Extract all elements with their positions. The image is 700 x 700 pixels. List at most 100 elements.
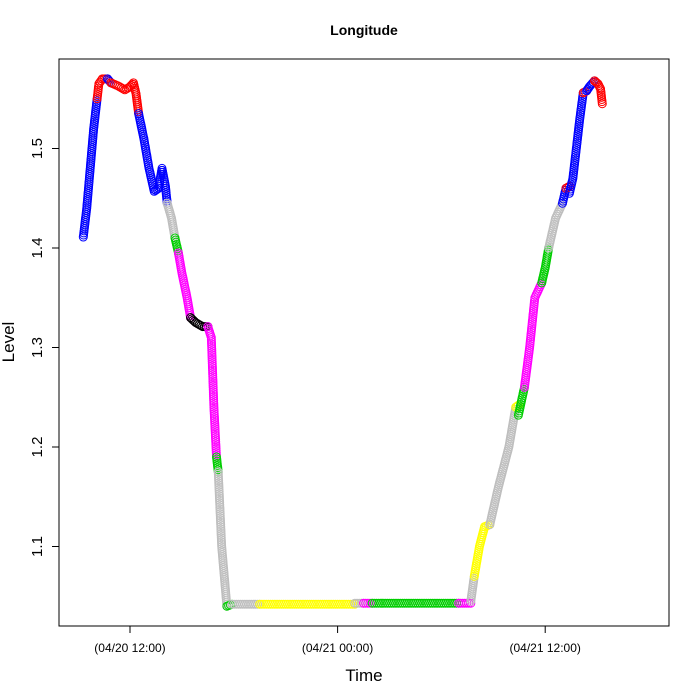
data-point — [436, 598, 446, 608]
data-point — [367, 598, 377, 608]
series-red — [106, 78, 144, 119]
data-point — [341, 599, 351, 609]
data-point — [389, 598, 399, 608]
data-point — [311, 599, 321, 609]
x-axis-label: Time — [345, 666, 382, 685]
data-point — [439, 598, 449, 608]
y-tick-label: 1.5 — [29, 138, 46, 159]
data-point — [350, 598, 360, 608]
series-gray — [213, 467, 232, 611]
data-point — [270, 599, 280, 609]
data-point — [287, 599, 297, 609]
data-point — [423, 598, 433, 608]
y-tick-label: 1.1 — [29, 536, 46, 557]
data-points — [78, 74, 607, 611]
y-axis-label: Level — [0, 322, 18, 363]
series-blue — [134, 109, 172, 208]
data-point — [343, 599, 353, 609]
data-point — [597, 99, 607, 109]
data-point — [233, 599, 243, 609]
data-point — [118, 84, 128, 94]
series-gray — [485, 402, 521, 530]
series-magenta — [203, 322, 221, 462]
data-point — [447, 598, 457, 608]
data-point — [391, 598, 401, 608]
data-point — [229, 599, 239, 609]
data-point — [244, 599, 254, 609]
series-magenta — [519, 278, 547, 392]
data-point — [410, 598, 420, 608]
data-point — [289, 599, 299, 609]
data-point — [296, 599, 306, 609]
data-point — [408, 598, 418, 608]
data-point — [432, 598, 442, 608]
data-point — [266, 599, 276, 609]
data-point — [365, 598, 375, 608]
data-point — [259, 599, 269, 609]
data-point — [313, 599, 323, 609]
data-point — [246, 599, 256, 609]
data-point — [257, 599, 267, 609]
data-point — [346, 599, 356, 609]
series-gray — [544, 198, 567, 253]
data-point — [283, 599, 293, 609]
data-point — [242, 599, 252, 609]
data-point — [227, 599, 237, 609]
y-tick-label: 1.3 — [29, 337, 46, 358]
series-magenta — [173, 248, 196, 323]
series-yellow — [255, 599, 360, 609]
data-point — [376, 598, 386, 608]
data-point — [382, 598, 392, 608]
series-blue — [564, 88, 588, 198]
data-point — [279, 599, 289, 609]
data-point — [335, 599, 345, 609]
data-point — [369, 598, 379, 608]
data-point — [315, 599, 325, 609]
data-point — [428, 598, 438, 608]
plot-frame — [58, 58, 670, 627]
series-green — [367, 598, 464, 608]
data-point — [402, 598, 412, 608]
data-point — [304, 599, 314, 609]
x-axis: (04/20 12:00) (04/21 00:00) (04/21 12:00) — [94, 626, 581, 655]
data-point — [395, 598, 405, 608]
data-point — [281, 599, 291, 609]
chart-title: Longitude — [330, 22, 398, 38]
data-point — [231, 599, 241, 609]
data-point — [426, 598, 436, 608]
data-point — [404, 598, 414, 608]
data-point — [328, 599, 338, 609]
data-point — [309, 599, 319, 609]
data-point — [445, 598, 455, 608]
series-blue — [78, 94, 102, 242]
series-green — [513, 382, 529, 420]
data-point — [372, 598, 382, 608]
data-point — [324, 599, 334, 609]
data-point — [356, 598, 366, 608]
data-point — [417, 598, 427, 608]
data-point — [326, 599, 336, 609]
data-point — [307, 599, 317, 609]
series-red — [590, 76, 607, 109]
data-point — [557, 200, 567, 210]
y-tick-label: 1.4 — [29, 238, 46, 259]
series-gray — [162, 198, 180, 243]
series-yellow — [469, 520, 495, 581]
data-point — [406, 598, 416, 608]
data-point — [434, 598, 444, 608]
data-point — [374, 598, 384, 608]
data-point — [302, 599, 312, 609]
data-point — [400, 598, 410, 608]
data-point — [250, 599, 260, 609]
data-point — [415, 598, 425, 608]
data-point — [536, 280, 546, 290]
data-point — [333, 599, 343, 609]
series-magenta — [454, 598, 476, 608]
data-point — [300, 599, 310, 609]
y-tick-label: 1.2 — [29, 437, 46, 458]
data-point — [268, 599, 278, 609]
data-point — [253, 599, 263, 609]
data-point — [240, 599, 250, 609]
data-point — [236, 599, 246, 609]
data-point — [385, 598, 394, 608]
